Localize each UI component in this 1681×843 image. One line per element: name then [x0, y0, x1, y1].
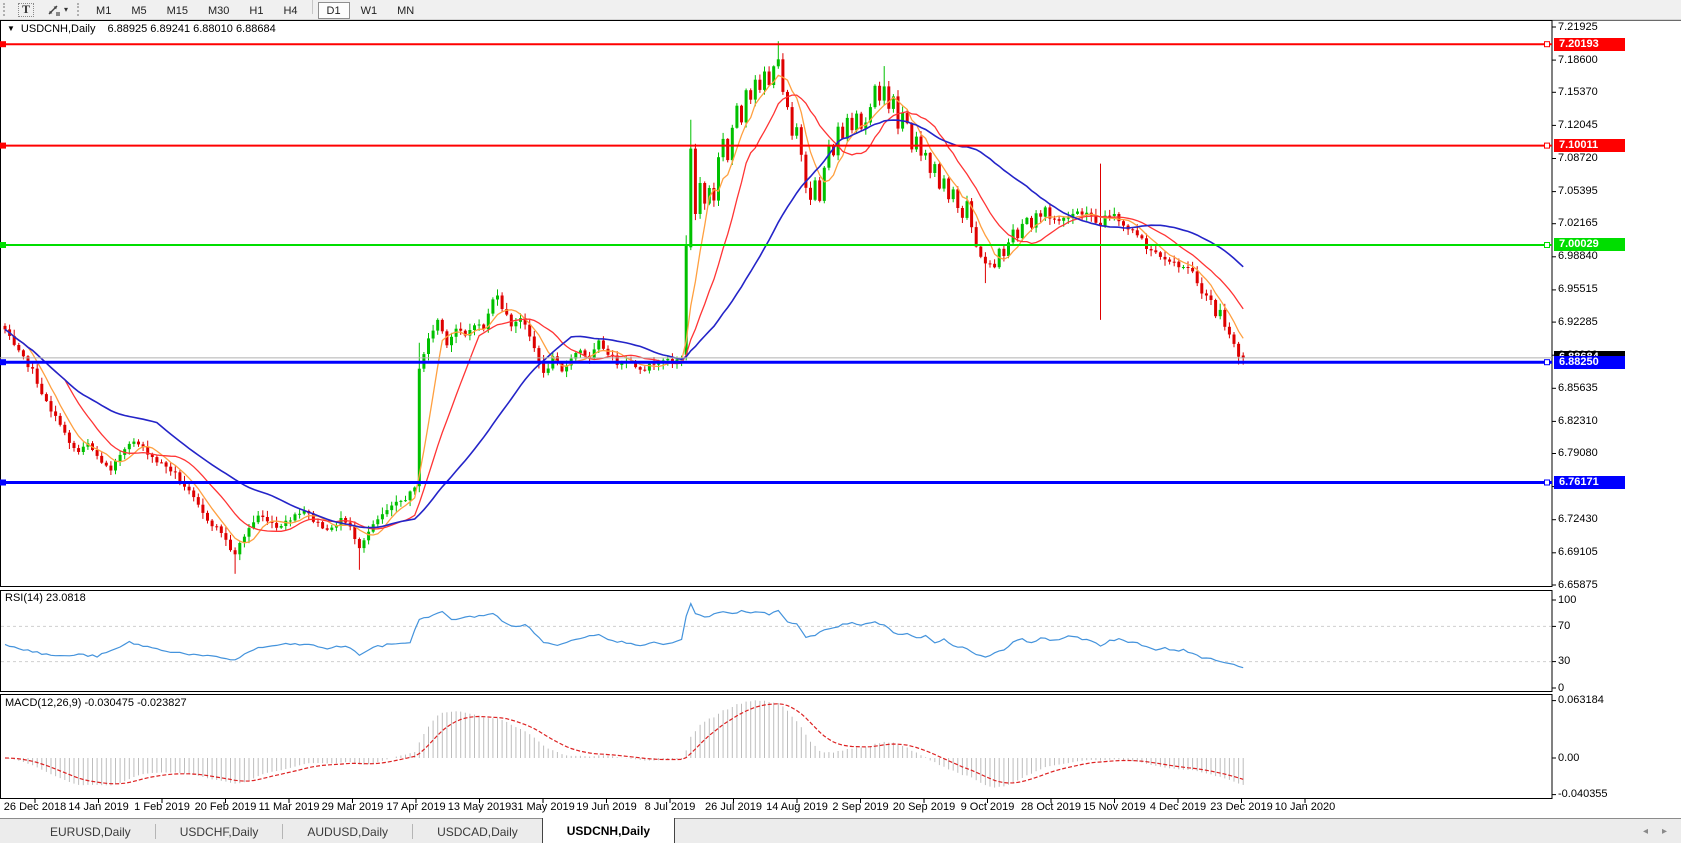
tab-scroll-right-icon[interactable]: ▸ — [1661, 826, 1667, 837]
toolbar-grip-handle[interactable] — [3, 3, 8, 16]
chart-tab-usdcnh[interactable]: USDCNH,Daily — [541, 818, 676, 843]
text-tool-icon: T — [18, 2, 35, 17]
tab-separator — [154, 824, 156, 839]
tab-separator — [282, 824, 284, 839]
chart-tab-audusd[interactable]: AUDUSD,Daily — [307, 824, 389, 839]
chart-tab-bar: EURUSD,Daily USDCHF,Daily AUDUSD,Daily USDC… — [0, 818, 1681, 843]
timeframe-button-h1[interactable]: H1 — [240, 2, 272, 19]
line-right-anchor[interactable] — [1544, 142, 1550, 149]
timeframe-button-w1[interactable]: W1 — [352, 2, 387, 19]
tab-scroll-left-icon[interactable]: ◂ — [1642, 826, 1648, 837]
timeframe-button-d1[interactable]: D1 — [317, 2, 350, 20]
line-left-anchor[interactable] — [0, 41, 6, 48]
timeframe-button-m15[interactable]: M15 — [158, 2, 197, 19]
line-left-anchor[interactable] — [0, 359, 6, 366]
toolbar-separator — [311, 0, 313, 14]
ma-mid-line — [4, 94, 1244, 532]
text-tool-button[interactable]: T — [13, 1, 39, 18]
main-panel — [0, 20, 1553, 587]
line-right-anchor[interactable] — [1544, 242, 1550, 248]
arrow-tools-icon — [48, 5, 61, 16]
chart-tab-eurusd[interactable]: EURUSD,Daily — [50, 824, 131, 839]
tab-bar-spacer — [0, 819, 26, 843]
chart-tab-usdcad[interactable]: USDCAD,Daily — [437, 824, 518, 839]
line-left-anchor[interactable] — [0, 479, 6, 486]
candlesticks-layer — [3, 41, 1245, 574]
timeframe-button-m30[interactable]: M30 — [199, 2, 238, 19]
line-left-anchor[interactable] — [0, 142, 6, 149]
arrow-tools-button[interactable]: ▾ — [41, 1, 73, 18]
macd-panel — [0, 694, 1553, 799]
timeframe-button-m5[interactable]: M5 — [122, 2, 155, 19]
dropdown-caret-icon: ▾ — [64, 5, 69, 14]
macd-histogram — [9, 700, 1244, 788]
line-right-anchor[interactable] — [1544, 41, 1550, 48]
line-left-anchor[interactable] — [0, 242, 6, 248]
toolbar: T ▾ M1 M5 M15 M30 H1 H4 D1 W1 MN — [0, 0, 1681, 20]
rsi-panel — [0, 590, 1553, 692]
tab-scroll-arrows: ◂ ▸ — [1643, 819, 1667, 843]
tab-separator — [412, 824, 414, 839]
line-right-anchor[interactable] — [1544, 479, 1550, 486]
timeframe-button-m1[interactable]: M1 — [87, 2, 120, 19]
macd-signal-line — [4, 703, 1244, 785]
timeframe-button-h4[interactable]: H4 — [274, 2, 306, 19]
chart-tab-usdchf[interactable]: USDCHF,Daily — [179, 824, 259, 839]
timeframe-button-mn[interactable]: MN — [388, 2, 423, 19]
timeframe-buttons-group: M1 M5 M15 M30 H1 H4 D1 W1 MN — [86, 0, 424, 20]
chart-tabs: EURUSD,Daily USDCHF,Daily AUDUSD,Daily USDC… — [26, 818, 676, 843]
ma-slow-line — [4, 119, 1244, 529]
line-right-anchor[interactable] — [1544, 359, 1550, 366]
toolbar-grip-handle-2[interactable] — [77, 3, 82, 16]
rsi-line — [4, 602, 1244, 669]
